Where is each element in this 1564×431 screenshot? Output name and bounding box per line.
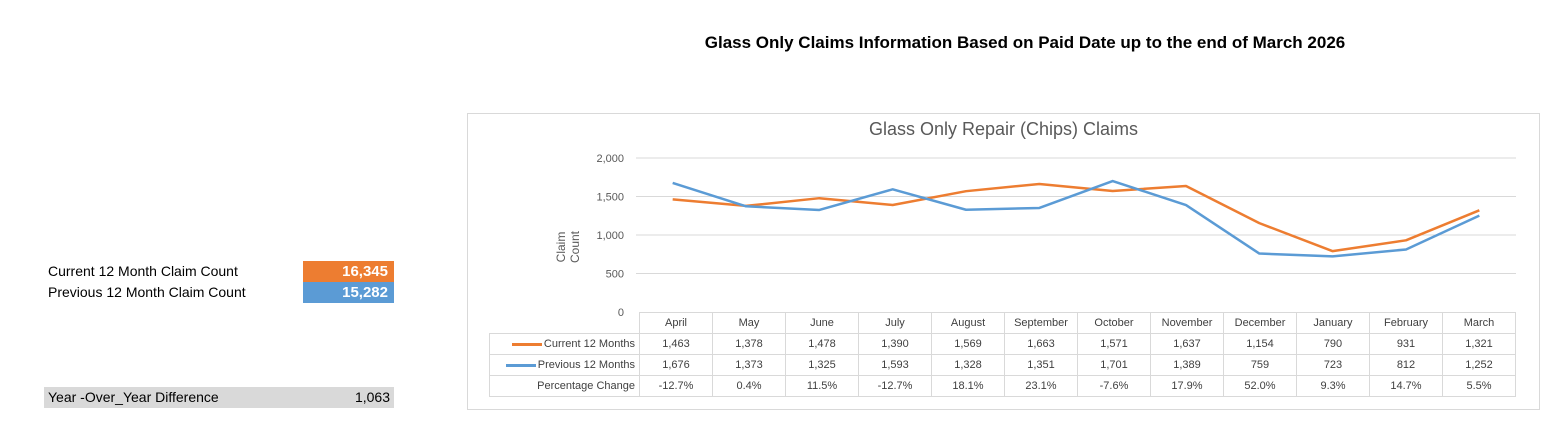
- data-label: 931: [1369, 333, 1443, 355]
- series-legend: Previous 12 Months: [489, 354, 640, 376]
- category-label: February: [1369, 312, 1443, 334]
- series-name: Previous 12 Months: [537, 359, 635, 371]
- pct-change-value: 11.5%: [785, 375, 859, 397]
- legend-swatch-icon: [511, 342, 542, 346]
- data-label: 1,663: [1004, 333, 1078, 355]
- data-label: 1,569: [931, 333, 1005, 355]
- data-label: 1,154: [1223, 333, 1297, 355]
- table-row: Percentage Change -12.7% 0.4% 11.5% -12.7% 18…: [489, 375, 1516, 397]
- table-row: Current 12 Months 1,463 1,378 1,478 1,390 1,5…: [489, 333, 1516, 355]
- y-tick-label: 2,000: [596, 153, 624, 165]
- data-label: 1,676: [639, 354, 713, 376]
- category-label: August: [931, 312, 1005, 334]
- legend-swatch-icon: [505, 363, 536, 367]
- data-label: 790: [1296, 333, 1370, 355]
- category-label: January: [1296, 312, 1370, 334]
- category-label: September: [1004, 312, 1078, 334]
- pct-change-value: 9.3%: [1296, 375, 1370, 397]
- data-table: April May June July August September October No…: [489, 312, 1516, 397]
- category-label: June: [785, 312, 859, 334]
- data-label: 1,252: [1442, 354, 1516, 376]
- pct-change-value: -12.7%: [858, 375, 932, 397]
- data-label: 1,701: [1077, 354, 1151, 376]
- data-label: 723: [1296, 354, 1370, 376]
- table-row: Previous 12 Months 1,676 1,373 1,325 1,593 1,…: [489, 354, 1516, 376]
- pct-change-value: 5.5%: [1442, 375, 1516, 397]
- chart-title: Glass Only Repair (Chips) Claims: [868, 119, 1139, 139]
- pct-change-value: 17.9%: [1150, 375, 1224, 397]
- data-label: 812: [1369, 354, 1443, 376]
- data-label: 1,463: [639, 333, 713, 355]
- series-name: Current 12 Months: [543, 338, 635, 350]
- pct-change-value: -7.6%: [1077, 375, 1151, 397]
- data-label: 1,373: [712, 354, 786, 376]
- data-label: 1,328: [931, 354, 1005, 376]
- data-label: 1,390: [858, 333, 932, 355]
- data-label: 1,478: [785, 333, 859, 355]
- pct-change-value: -12.7%: [639, 375, 713, 397]
- category-label: April: [639, 312, 713, 334]
- data-label: 1,637: [1150, 333, 1224, 355]
- current-count-value: 16,345: [303, 261, 394, 282]
- data-label: 1,351: [1004, 354, 1078, 376]
- data-label: 759: [1223, 354, 1297, 376]
- previous-count-label: Previous 12 Month Claim Count: [48, 284, 246, 300]
- series-legend: Current 12 Months: [489, 333, 640, 355]
- y-tick-label: 1,500: [596, 192, 624, 204]
- yoy-value: 1,063: [354, 389, 390, 405]
- data-label: 1,325: [785, 354, 859, 376]
- pct-change-value: 52.0%: [1223, 375, 1297, 397]
- data-label: 1,378: [712, 333, 786, 355]
- pct-change-value: 0.4%: [712, 375, 786, 397]
- y-tick-label: 0: [618, 307, 624, 319]
- category-label: October: [1077, 312, 1151, 334]
- category-label: March: [1442, 312, 1516, 334]
- y-tick-label: 1,000: [596, 230, 624, 242]
- table-header-row: April May June July August September October No…: [490, 312, 1516, 334]
- y-tick-label: 500: [606, 269, 624, 281]
- category-label: July: [858, 312, 932, 334]
- yoy-row: Year -Over_Year Difference 1,063: [44, 387, 394, 408]
- pct-change-value: 23.1%: [1004, 375, 1078, 397]
- previous-count-value: 15,282: [303, 282, 394, 303]
- pct-change-value: 18.1%: [931, 375, 1005, 397]
- chart-container: [467, 113, 1540, 410]
- data-label: 1,571: [1077, 333, 1151, 355]
- pct-change-value: 14.7%: [1369, 375, 1443, 397]
- category-label: May: [712, 312, 786, 334]
- pct-change-label: Percentage Change: [489, 375, 640, 397]
- data-label: 1,389: [1150, 354, 1224, 376]
- category-label: November: [1150, 312, 1224, 334]
- page-title: Glass Only Claims Information Based on P…: [704, 33, 1346, 52]
- category-label: December: [1223, 312, 1297, 334]
- data-label: 1,321: [1442, 333, 1516, 355]
- current-count-label: Current 12 Month Claim Count: [48, 263, 238, 279]
- data-label: 1,593: [858, 354, 932, 376]
- table-corner: [490, 313, 640, 334]
- series-line-previous: [672, 179, 1480, 258]
- yoy-label: Year -Over_Year Difference: [48, 389, 219, 405]
- series-line-current: [672, 182, 1480, 253]
